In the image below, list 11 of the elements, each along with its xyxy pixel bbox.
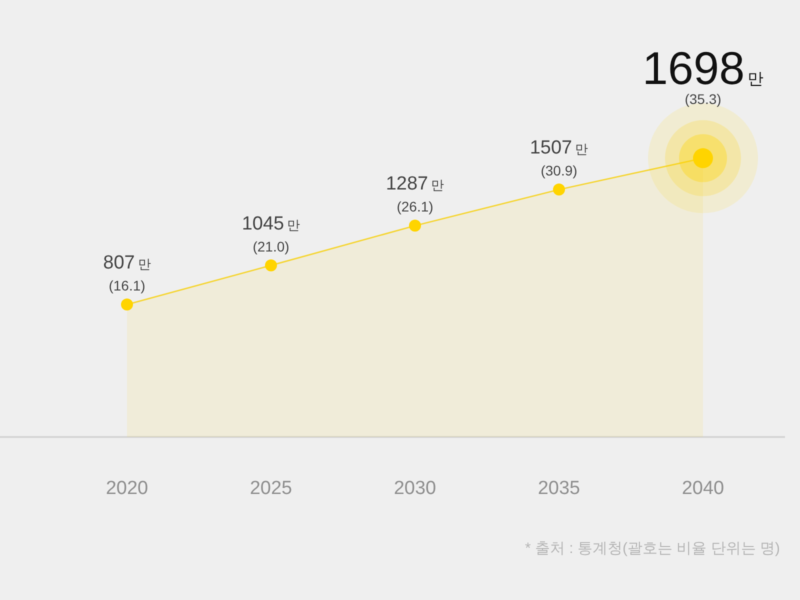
- annotation: (21.0): [252, 238, 290, 254]
- x-tick-label: 2040: [682, 478, 724, 499]
- annotation: (16.1): [108, 277, 146, 294]
- x-tick-label: 2035: [538, 478, 580, 499]
- text: * 출처 : 통계청(괄호는 비율 단위는 명): [525, 540, 780, 557]
- x-tick-label: 2030: [394, 478, 436, 499]
- annotation: (30.9): [540, 162, 578, 179]
- text: (35.3): [684, 91, 722, 108]
- x-tick-label: 2020: [106, 478, 148, 499]
- annotation: (26.1): [396, 198, 434, 215]
- x-tick-label: 2025: [250, 478, 292, 499]
